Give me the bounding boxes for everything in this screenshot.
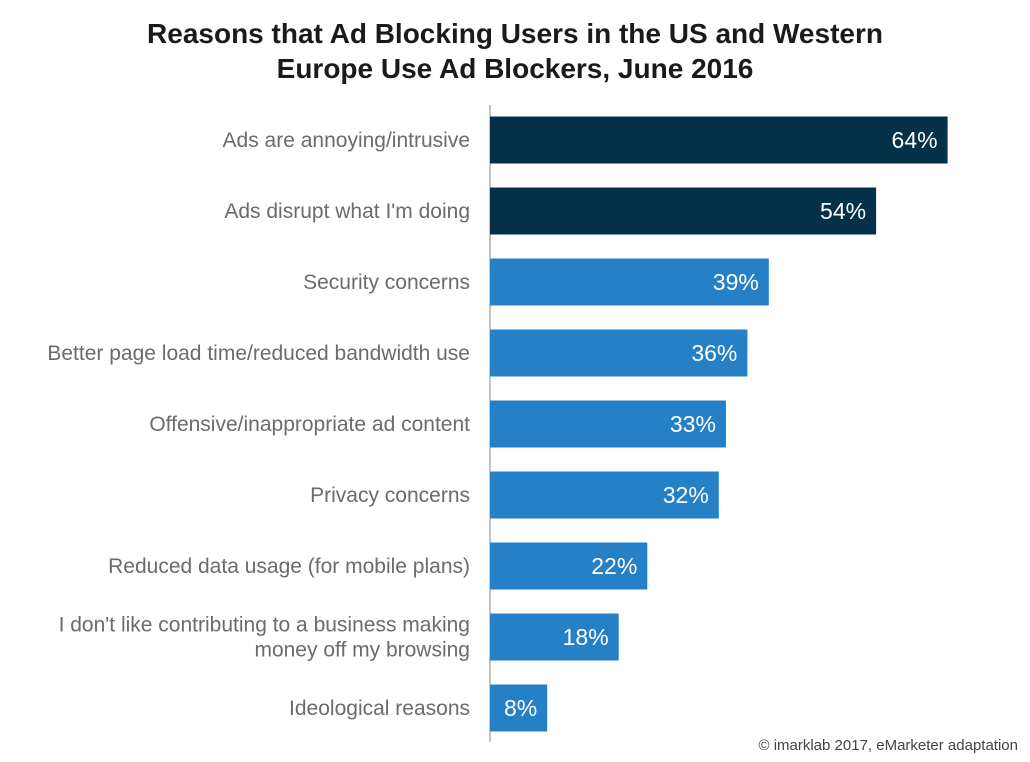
value-label-5: 32%	[663, 482, 709, 508]
bar-7	[490, 613, 619, 661]
value-label-2: 39%	[713, 269, 759, 295]
bar-5	[490, 471, 719, 519]
bar-2	[490, 258, 769, 306]
category-label-0-line-0: Ads are annoying/intrusive	[223, 129, 470, 152]
bar-3	[490, 329, 748, 377]
category-label-7-line-0: I don't like contributing to a business …	[59, 614, 470, 637]
category-label-7: I don't like contributing to a business …	[59, 614, 470, 662]
source-note: © imarklab 2017, eMarketer adaptation	[758, 737, 1018, 754]
category-label-3-line-0: Better page load time/reduced bandwidth …	[47, 342, 470, 365]
chart-title-line-2: Europe Use Ad Blockers, June 2016	[276, 53, 754, 84]
bar-8	[490, 684, 548, 732]
category-label-0: Ads are annoying/intrusive	[223, 129, 470, 152]
category-label-4: Offensive/inappropriate ad content	[149, 413, 470, 436]
category-label-3: Better page load time/reduced bandwidth …	[47, 342, 470, 365]
value-label-3: 36%	[691, 340, 737, 366]
value-label-1: 54%	[820, 198, 866, 224]
category-label-8: Ideological reasons	[289, 697, 470, 720]
bar-4	[490, 400, 726, 448]
chart-title-line-1: Reasons that Ad Blocking Users in the US…	[147, 18, 883, 49]
category-label-1-line-0: Ads disrupt what I'm doing	[224, 200, 470, 223]
bar-1	[490, 187, 877, 235]
category-label-2-line-0: Security concerns	[303, 271, 470, 294]
category-label-2: Security concerns	[303, 271, 470, 294]
value-label-4: 33%	[670, 411, 716, 437]
value-label-7: 18%	[563, 624, 609, 650]
category-label-1: Ads disrupt what I'm doing	[224, 200, 470, 223]
category-label-5: Privacy concerns	[310, 484, 470, 507]
category-label-5-line-0: Privacy concerns	[310, 484, 470, 507]
bar-0	[490, 116, 948, 164]
category-label-8-line-0: Ideological reasons	[289, 697, 470, 720]
category-label-7-line-1: money off my browsing	[254, 639, 470, 662]
category-label-6: Reduced data usage (for mobile plans)	[108, 555, 470, 578]
category-label-4-line-0: Offensive/inappropriate ad content	[149, 413, 470, 436]
value-label-8: 8%	[504, 695, 537, 721]
value-label-6: 22%	[591, 553, 637, 579]
value-label-0: 64%	[892, 127, 938, 153]
bar-6	[490, 542, 648, 590]
chart-title: Reasons that Ad Blocking Users in the US…	[0, 16, 1030, 86]
category-label-6-line-0: Reduced data usage (for mobile plans)	[108, 555, 470, 578]
